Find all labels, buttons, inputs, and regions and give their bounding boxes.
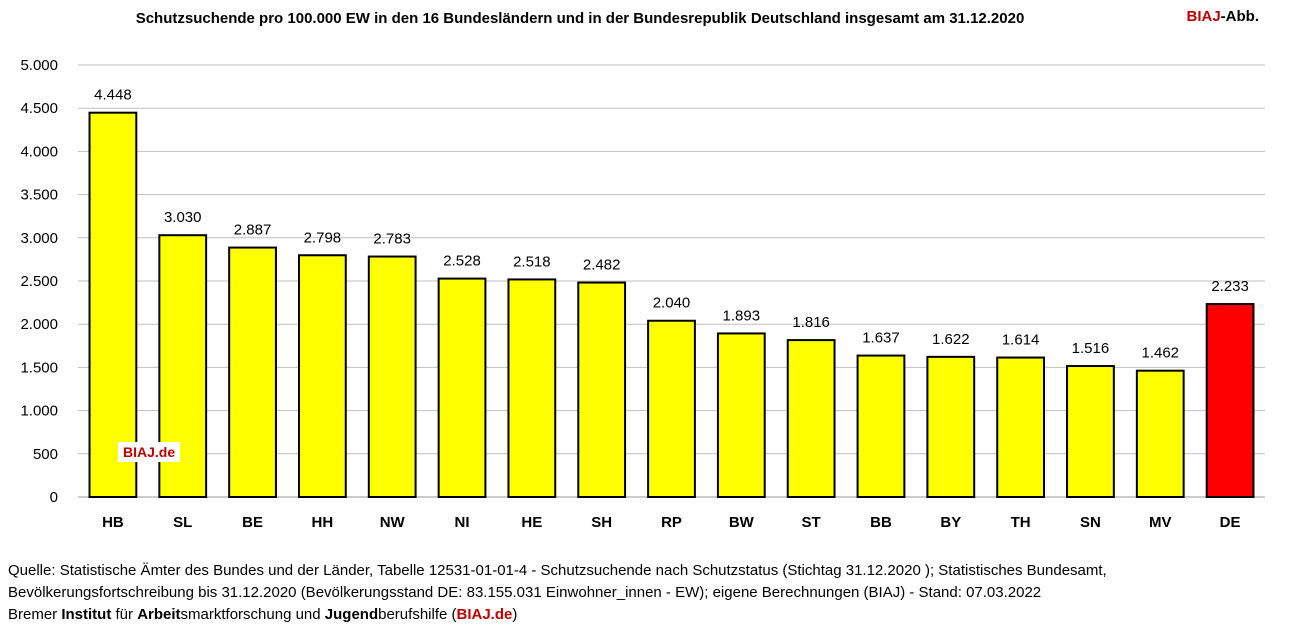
y-tick-label: 3.500 [20,187,58,204]
category-label-mv: MV [1149,514,1172,531]
y-tick-label: 3.000 [20,230,58,247]
bar-hb [88,111,138,498]
data-label-hb: 4.448 [94,87,132,104]
bar-sh [577,281,627,498]
category-label-he: HE [521,514,542,531]
y-tick-label: 500 [33,446,58,463]
bar-ni [437,277,487,499]
source-line-2: Bevölkerungsfortschreibung bis 31.12.202… [8,584,1042,601]
y-tick-label: 0 [50,489,58,506]
category-label-de: DE [1220,514,1241,531]
bar-th [996,356,1046,499]
source-part: Bremer [8,606,62,623]
y-tick-label: 5.000 [20,57,58,74]
bar-sn [1066,365,1115,499]
category-label-sl: SL [173,514,192,531]
corner-brand: BIAJ [1186,8,1221,25]
bar-nw [367,255,417,498]
category-label-ni: NI [455,514,470,531]
category-label-hb: HB [102,514,124,531]
source-part: für [111,606,138,623]
y-tick-label: 2.000 [20,316,58,333]
category-label-sh: SH [591,514,612,531]
data-label-th: 1.614 [1002,332,1040,349]
chart-title: Schutzsuchende pro 100.000 EW in den 16 … [135,10,1025,27]
source-link[interactable]: BIAJ.de [456,606,513,623]
source-part-bold: Institut [61,606,112,623]
bar-de [1205,303,1255,498]
data-label-be: 2.887 [234,222,272,239]
data-label-he: 2.518 [513,253,551,270]
category-label-be: BE [242,514,263,531]
data-label-nw: 2.783 [373,231,411,248]
data-label-st: 1.816 [792,314,830,331]
source-part: ) [512,606,518,623]
data-label-by: 1.622 [932,331,970,348]
bar-hh [297,254,347,498]
data-label-hh: 2.798 [304,229,342,246]
data-labels: 4.448 3.030 2.887 2.798 2.783 2.528 2.518 2.482… [94,87,1249,362]
category-label-bw: BW [729,514,755,531]
source-line-3: Bremer Institut für Arbeitsmarktforschun… [8,604,1283,626]
bar-bw [716,332,766,498]
source-part-bold: Arbeit [137,606,181,623]
source-part: berufshilfe ( [378,606,457,623]
data-label-de: 2.233 [1211,278,1249,295]
category-labels: HB SL BE HH NW NI HE SH RP BW ST BB BY TH SN MV DE [102,514,1240,531]
data-label-bw: 1.893 [723,307,761,324]
bar-by [926,355,976,498]
data-label-sl: 3.030 [164,209,202,226]
watermark: BIAJ.de [118,442,181,462]
bar-he [507,278,557,498]
category-label-by: BY [940,514,961,531]
y-tick-label: 4.000 [20,143,58,160]
source-part: smarktforschung und [180,606,325,623]
bar-be [228,246,277,498]
data-label-bb: 1.637 [862,330,900,347]
category-label-bb: BB [870,514,892,531]
category-label-rp: RP [661,514,682,531]
bar-mv [1135,369,1185,498]
bar-st [786,339,836,498]
category-label-nw: NW [380,514,406,531]
y-tick-label: 4.500 [20,100,58,117]
source-note: Quelle: Statistische Ämter des Bundes un… [8,560,1283,626]
y-tick-label: 1.500 [20,359,58,376]
bar-rp [647,319,696,498]
data-label-mv: 1.462 [1141,345,1179,362]
y-axis-ticks: 0 500 1.000 1.500 2.000 2.500 3.000 3.500 4.000 4… [20,57,58,506]
y-tick-label: 1.000 [20,403,58,420]
bars [88,111,1255,499]
data-label-ni: 2.528 [443,253,481,270]
source-part-bold: Jugend [324,606,379,623]
y-tick-label: 2.500 [20,273,58,290]
category-label-st: ST [802,514,821,531]
data-label-sh: 2.482 [583,257,621,274]
bar-bb [856,354,906,498]
source-line-1: Quelle: Statistische Ämter des Bundes un… [8,562,1107,579]
corner-suffix: -Abb. [1220,8,1259,25]
data-label-rp: 2.040 [653,295,691,312]
category-label-th: TH [1011,514,1031,531]
category-label-sn: SN [1080,514,1101,531]
corner-label: BIAJ-Abb. [1186,8,1259,25]
bar-chart: 0 500 1.000 1.500 2.000 2.500 3.000 3.500 4.000 4… [20,57,1265,531]
category-label-hh: HH [312,514,334,531]
data-label-sn: 1.516 [1072,340,1110,357]
